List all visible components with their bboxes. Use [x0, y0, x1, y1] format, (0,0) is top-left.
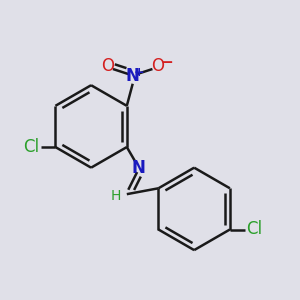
Text: Cl: Cl [23, 138, 39, 156]
Text: H: H [110, 189, 121, 202]
Text: N: N [126, 68, 140, 85]
Text: −: − [160, 55, 173, 70]
Text: O: O [151, 57, 164, 75]
Text: O: O [101, 57, 114, 75]
Text: Cl: Cl [246, 220, 262, 238]
Text: N: N [132, 159, 145, 177]
Text: +: + [134, 66, 145, 80]
